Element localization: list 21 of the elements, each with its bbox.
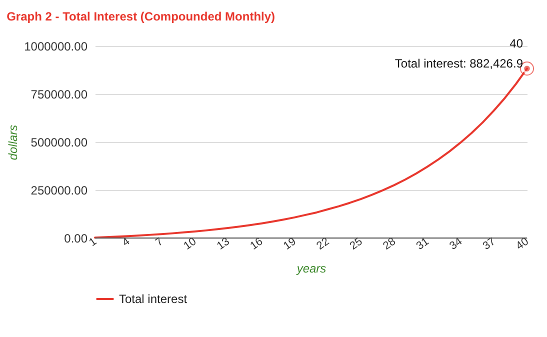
annotation: 40 Total interest: 882,426.9 [394, 36, 524, 71]
x-axis-title: years [296, 262, 326, 276]
y-tick-label: 750000.00 [30, 88, 88, 102]
x-tick-label: 10 [182, 236, 199, 252]
y-axis-title: dollars [6, 124, 20, 160]
legend-label: Total interest [119, 292, 188, 306]
x-tick-label: 19 [281, 236, 298, 252]
x-tick-label: 25 [348, 236, 365, 252]
chart-title: Graph 2 - Total Interest (Compounded Monthly) [6, 10, 276, 24]
x-tick-label: 34 [448, 236, 464, 252]
x-tick-label: 28 [381, 236, 398, 252]
x-tick-label: 1 [87, 236, 99, 249]
y-tick-label: 0.00 [64, 232, 88, 246]
y-tick-label: 1000000.00 [24, 40, 88, 54]
y-tick-label: 250000.00 [30, 184, 88, 198]
x-tick-label: 40 [514, 236, 531, 252]
x-tick-label: 16 [248, 236, 266, 252]
x-tick-label: 13 [214, 236, 232, 252]
y-tick-label: 500000.00 [30, 136, 88, 150]
x-tick-label: 22 [314, 236, 332, 252]
x-tick-label: 31 [414, 236, 432, 252]
